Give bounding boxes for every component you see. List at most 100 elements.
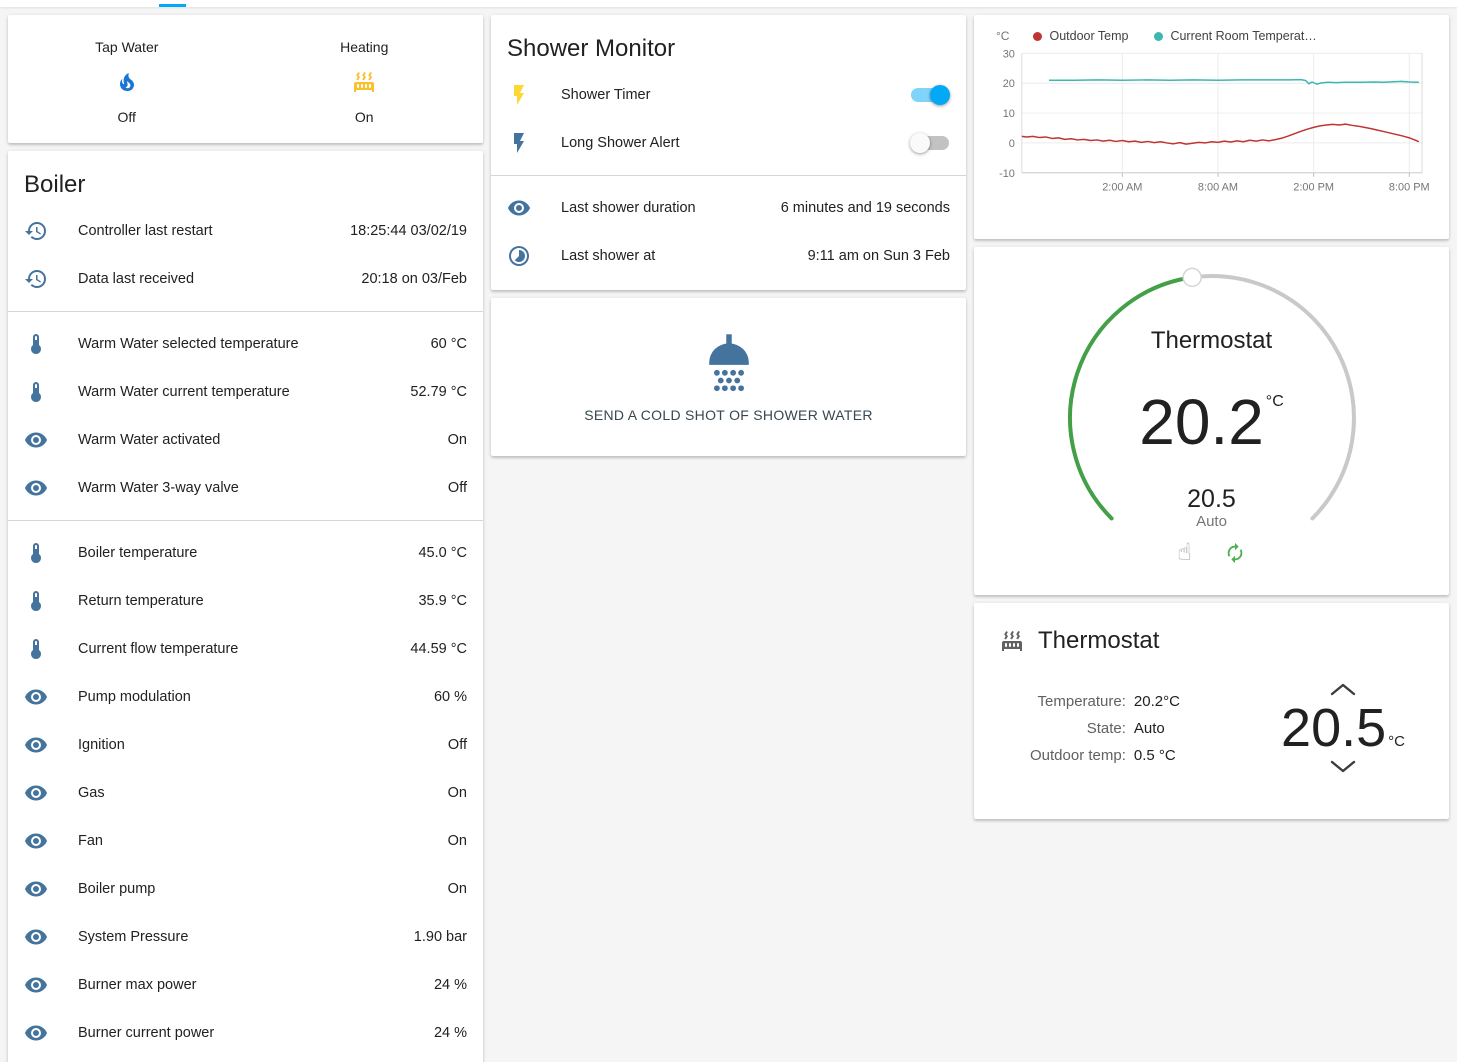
entity-row[interactable]: Fan On	[8, 817, 483, 865]
attr-value: 0.5 °C	[1133, 746, 1176, 764]
chart-legend: °C Outdoor Temp Current Room Temperat…	[988, 27, 1435, 47]
thermometer-icon	[24, 380, 48, 404]
y-tick-label: 10	[1003, 108, 1015, 120]
entity-value: On	[447, 785, 467, 801]
entity-value: 9:11 am on Sun 3 Feb	[807, 248, 950, 264]
entity-name: Current flow temperature	[78, 641, 239, 657]
attr-value: 20.2°C	[1133, 692, 1180, 710]
glance-state: Off	[117, 109, 136, 125]
y-tick-label: 0	[1009, 138, 1015, 150]
entity-value: 24 %	[433, 1025, 467, 1041]
shower-entity-list: Shower Timer Long Shower Alert Last shower…	[491, 71, 966, 290]
entity-row[interactable]: Ignition Off	[8, 721, 483, 769]
entity-value: 18:25:44 03/02/19	[350, 223, 467, 239]
shower-monitor-card: Shower Monitor Shower Timer Long Shower A…	[491, 15, 966, 290]
legend-dot-room	[1154, 31, 1164, 41]
entity-name: Boiler pump	[78, 881, 156, 897]
entity-row[interactable]: Burner current power 24 %	[8, 1009, 483, 1057]
entity-value: 60 °C	[430, 336, 467, 352]
thermostat-dial[interactable]	[982, 253, 1442, 573]
entity-row[interactable]: System Pressure 1.90 bar	[8, 913, 483, 961]
entity-row[interactable]: Warm Water 3-way valve Off	[8, 464, 483, 512]
x-tick-label: 8:00 PM	[1389, 182, 1430, 194]
flash-icon	[507, 131, 531, 155]
increase-setpoint-button[interactable]	[1329, 681, 1357, 697]
entity-row[interactable]: Long Shower Alert	[491, 119, 966, 167]
legend-label: Current Room Temperat…	[1170, 29, 1317, 43]
active-tab-indicator[interactable]	[159, 4, 186, 7]
entity-value: 44.59 °C	[410, 641, 467, 657]
entity-name: Gas	[78, 785, 105, 801]
entity-row[interactable]: Last shower at 9:11 am on Sun 3 Feb	[491, 232, 966, 280]
entity-row[interactable]: Current flow temperature 44.59 °C	[8, 625, 483, 673]
radiator-icon	[1000, 629, 1024, 653]
y-tick-label: 30	[1003, 48, 1015, 60]
dial-mode-label: Auto	[1196, 513, 1227, 530]
thermostat-info-header: Thermostat	[974, 603, 1449, 655]
entity-row[interactable]: Burner max power 24 %	[8, 961, 483, 1009]
legend-item-room: Current Room Temperat…	[1154, 29, 1317, 43]
glance-item-tap-water[interactable]: Tap Water Off	[8, 39, 246, 125]
glance-card: Tap Water Off Heating On	[8, 15, 483, 143]
thermometer-icon	[24, 332, 48, 356]
shower-head-icon[interactable]	[696, 331, 762, 397]
entity-row[interactable]: Boiler pump On	[8, 865, 483, 913]
entity-name: Warm Water activated	[78, 432, 221, 448]
dashboard: Tap Water Off Heating On Boiler Controll…	[0, 7, 1457, 1062]
toggle-switch[interactable]	[910, 133, 950, 153]
attr-value: Auto	[1133, 719, 1165, 737]
entity-row[interactable]: Pump modulation 60 %	[8, 673, 483, 721]
dial-knob[interactable]	[1181, 267, 1202, 288]
entity-row[interactable]: Return temperature 35.9 °C	[8, 577, 483, 625]
boiler-card-title: Boiler	[24, 171, 86, 198]
dial-title: Thermostat	[1150, 327, 1273, 354]
entity-name: Data last received	[78, 271, 195, 287]
entity-name: Controller last restart	[78, 223, 213, 239]
thermometer-icon	[24, 637, 48, 661]
entity-name: Long Shower Alert	[561, 135, 680, 151]
eye-icon	[24, 1021, 48, 1045]
cold-shot-button[interactable]: SEND A COLD SHOT OF SHOWER WATER	[584, 407, 873, 423]
setpoint-control: 20.5 °C	[1281, 681, 1405, 775]
entity-value: Off	[447, 480, 467, 496]
entity-value: 1.90 bar	[413, 929, 467, 945]
dial-unit: °C	[1265, 393, 1284, 410]
entity-row[interactable]: Last shower duration 6 minutes and 19 sec…	[491, 184, 966, 232]
radiator-icon	[352, 70, 376, 94]
entity-value: On	[447, 881, 467, 897]
dial-arc-track	[1189, 274, 1356, 521]
flash-icon	[507, 83, 531, 107]
entity-row[interactable]: Warm Water activated On	[8, 416, 483, 464]
thermostat-info-body: Temperature: 20.2°C State: Auto Outdoor …	[974, 655, 1449, 775]
entity-row[interactable]: Warm Water current temperature 52.79 °C	[8, 368, 483, 416]
cold-shot-card[interactable]: SEND A COLD SHOT OF SHOWER WATER	[491, 298, 966, 456]
thermometer-icon	[24, 589, 48, 613]
entity-row[interactable]: Warm Water selected temperature 60 °C	[8, 320, 483, 368]
entity-value: On	[447, 833, 467, 849]
temperature-history-chart: -10 0 10 20 30 2:00 AM 8:00 AM 2:00 PM 8:00 PM	[999, 48, 1430, 194]
shower-monitor-title: Shower Monitor	[507, 35, 676, 62]
dial-target-temperature: 20.5	[1187, 485, 1236, 513]
chart-y-axis-unit: °C	[996, 29, 1010, 43]
toggle-switch[interactable]	[910, 85, 950, 105]
entity-value: 6 minutes and 19 seconds	[780, 200, 950, 216]
entity-row[interactable]: Gas On	[8, 769, 483, 817]
x-tick-label: 2:00 PM	[1293, 182, 1334, 194]
entity-name: Warm Water current temperature	[78, 384, 290, 400]
entity-value: 20:18 on 03/Feb	[361, 271, 467, 287]
decrease-setpoint-button[interactable]	[1329, 759, 1357, 775]
entity-row[interactable]: Boiler temperature 45.0 °C	[8, 529, 483, 577]
eye-icon	[24, 877, 48, 901]
autorenew-icon[interactable]	[1224, 542, 1246, 564]
entity-name: Burner current power	[78, 1025, 215, 1041]
entity-row[interactable]: Controller last restart 18:25:44 03/02/19	[8, 207, 483, 255]
eye-icon	[24, 781, 48, 805]
boiler-card: Boiler Controller last restart 18:25:44 0…	[8, 151, 483, 1062]
dial-mode-icons: ☝	[974, 541, 1449, 565]
entity-row[interactable]: Shower Timer	[491, 71, 966, 119]
glance-item-heating[interactable]: Heating On	[246, 39, 484, 125]
touch-icon[interactable]: ☝	[1177, 539, 1192, 566]
entity-row[interactable]: Data last received 20:18 on 03/Feb	[8, 255, 483, 303]
y-tick-label: 20	[1003, 78, 1015, 90]
entity-name: Ignition	[78, 737, 125, 753]
